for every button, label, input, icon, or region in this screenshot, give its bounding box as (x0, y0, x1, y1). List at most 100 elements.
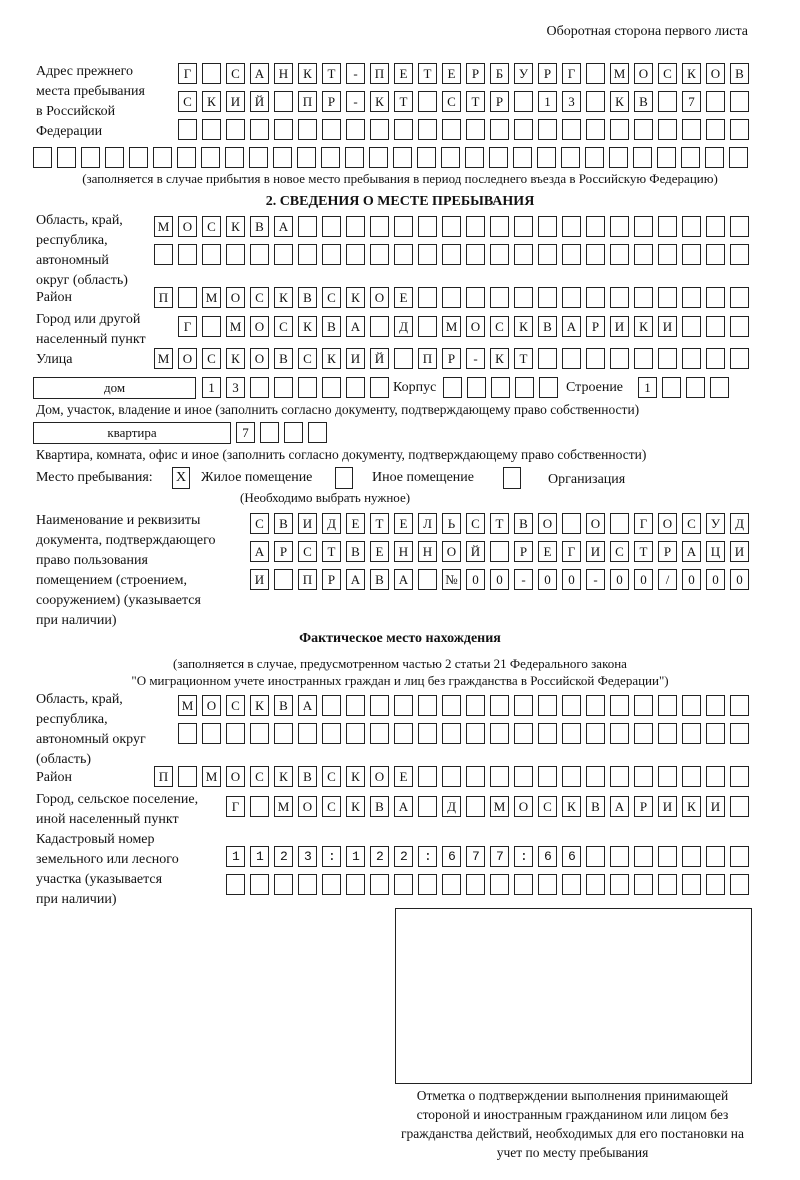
char-cell[interactable] (538, 695, 557, 716)
char-cell[interactable] (538, 766, 557, 787)
char-cell[interactable] (562, 766, 581, 787)
char-cell[interactable] (562, 287, 581, 308)
char-cell[interactable] (586, 695, 605, 716)
char-cell[interactable]: И (250, 569, 269, 590)
char-cell[interactable] (513, 147, 532, 168)
char-cell[interactable] (610, 846, 629, 867)
char-cell[interactable] (346, 119, 365, 140)
char-cell[interactable]: П (298, 91, 317, 112)
char-cell[interactable]: О (226, 766, 245, 787)
char-cell[interactable]: Е (394, 766, 413, 787)
char-cell[interactable] (394, 723, 413, 744)
char-cell[interactable]: О (706, 63, 725, 84)
char-cell[interactable] (609, 147, 628, 168)
char-cell[interactable] (322, 119, 341, 140)
prev-address-row-3[interactable] (178, 119, 749, 140)
char-cell[interactable] (586, 63, 605, 84)
char-cell[interactable] (538, 119, 557, 140)
char-cell[interactable]: К (322, 348, 341, 369)
char-cell[interactable] (273, 147, 292, 168)
char-cell[interactable]: К (682, 796, 701, 817)
char-cell[interactable] (370, 216, 389, 237)
char-cell[interactable] (418, 874, 437, 895)
char-cell[interactable] (442, 874, 461, 895)
char-cell[interactable] (562, 216, 581, 237)
char-cell[interactable]: С (178, 91, 197, 112)
char-cell[interactable]: С (298, 348, 317, 369)
char-cell[interactable] (490, 119, 509, 140)
char-cell[interactable] (538, 244, 557, 265)
char-cell[interactable]: К (274, 287, 293, 308)
char-cell[interactable] (370, 377, 389, 398)
char-cell[interactable]: К (346, 766, 365, 787)
char-cell[interactable]: С (274, 316, 293, 337)
char-cell[interactable]: П (154, 766, 173, 787)
building-row[interactable]: 1 (638, 377, 729, 398)
char-cell[interactable] (490, 244, 509, 265)
char-cell[interactable] (706, 723, 725, 744)
char-cell[interactable] (250, 723, 269, 744)
char-cell[interactable]: М (154, 348, 173, 369)
char-cell[interactable]: Д (442, 796, 461, 817)
char-cell[interactable]: Т (514, 348, 533, 369)
char-cell[interactable]: С (250, 513, 269, 534)
char-cell[interactable]: С (322, 796, 341, 817)
char-cell[interactable] (418, 766, 437, 787)
char-cell[interactable] (226, 846, 245, 867)
char-cell[interactable] (202, 119, 221, 140)
char-cell[interactable]: А (346, 569, 365, 590)
char-cell[interactable]: В (250, 216, 269, 237)
char-cell[interactable] (466, 695, 485, 716)
char-cell[interactable] (586, 874, 605, 895)
char-cell[interactable]: А (394, 569, 413, 590)
char-cell[interactable] (250, 377, 269, 398)
char-cell[interactable]: Т (634, 541, 653, 562)
char-cell[interactable]: В (730, 63, 749, 84)
doc-row-3[interactable]: И П Р А В А № 0 0-0 0-0 0/0 0 0 (250, 569, 749, 590)
char-cell[interactable]: Н (274, 63, 293, 84)
char-cell[interactable]: О (442, 541, 461, 562)
char-cell[interactable] (562, 695, 581, 716)
char-cell[interactable] (514, 723, 533, 744)
char-cell[interactable]: М (610, 63, 629, 84)
char-cell[interactable] (515, 377, 534, 398)
char-cell[interactable] (562, 846, 581, 867)
char-cell[interactable] (562, 244, 581, 265)
char-cell[interactable]: В (586, 796, 605, 817)
char-cell[interactable]: С (322, 766, 341, 787)
char-cell[interactable] (322, 377, 341, 398)
char-cell[interactable] (442, 216, 461, 237)
char-cell[interactable]: Т (394, 91, 413, 112)
char-cell[interactable] (682, 244, 701, 265)
char-cell[interactable] (297, 147, 316, 168)
char-cell[interactable]: С (682, 513, 701, 534)
char-cell[interactable]: П (418, 348, 437, 369)
char-cell[interactable]: К (562, 796, 581, 817)
char-cell[interactable] (298, 244, 317, 265)
checkbox-residential[interactable]: X (172, 467, 190, 489)
char-cell[interactable]: О (586, 513, 605, 534)
char-cell[interactable] (562, 723, 581, 744)
char-cell[interactable]: Т (466, 91, 485, 112)
char-cell[interactable] (682, 348, 701, 369)
char-cell[interactable] (562, 348, 581, 369)
char-cell[interactable] (57, 147, 76, 168)
char-cell[interactable]: 0 (682, 569, 701, 590)
char-cell[interactable]: 7 (682, 91, 701, 112)
char-cell[interactable]: Р (442, 348, 461, 369)
char-cell[interactable]: С (250, 766, 269, 787)
char-cell[interactable] (465, 147, 484, 168)
char-cell[interactable]: Т (322, 63, 341, 84)
char-cell[interactable]: А (346, 316, 365, 337)
char-cell[interactable]: Т (490, 513, 509, 534)
char-cell[interactable] (634, 287, 653, 308)
char-cell[interactable]: М (202, 287, 221, 308)
char-cell[interactable] (284, 422, 303, 443)
char-cell[interactable] (226, 723, 245, 744)
char-cell[interactable]: М (226, 316, 245, 337)
char-cell[interactable]: В (298, 766, 317, 787)
char-cell[interactable]: Г (178, 316, 197, 337)
char-cell[interactable] (298, 216, 317, 237)
